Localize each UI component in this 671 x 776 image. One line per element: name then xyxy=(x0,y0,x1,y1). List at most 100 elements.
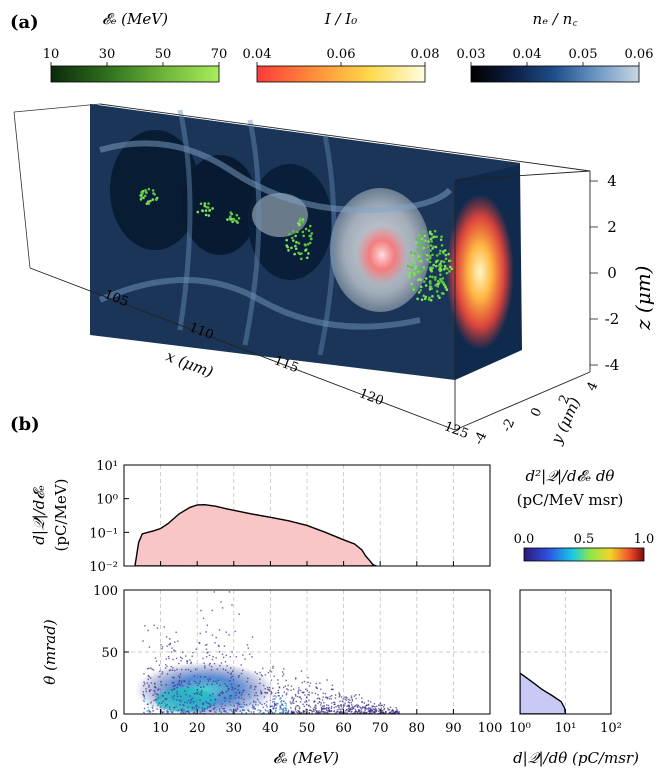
heatmap-point xyxy=(273,702,276,704)
electron-dot xyxy=(439,278,443,282)
heatmap-point xyxy=(270,710,273,713)
heatmap-point xyxy=(240,706,243,708)
heatmap-point xyxy=(169,708,171,711)
heatmap-point xyxy=(318,710,320,712)
angular-x-ticks: 10⁰ 10¹ 10² xyxy=(509,709,622,736)
electron-dot xyxy=(409,265,412,269)
heatmap-point xyxy=(180,695,182,698)
heatmap-point xyxy=(181,708,183,710)
electron-dot xyxy=(428,256,432,260)
heatmap-point xyxy=(148,667,150,669)
heatmap-point xyxy=(232,679,235,681)
z-axis-3d-label: z (μm) xyxy=(631,266,655,331)
heatmap-point xyxy=(230,672,233,674)
heatmap-grid xyxy=(124,590,490,714)
heatmap-point xyxy=(297,692,300,694)
heatmap-point xyxy=(204,665,206,667)
heatmap-point xyxy=(148,689,151,692)
heatmap-point xyxy=(143,681,145,683)
angular-xlabel: d|𝒬|/dθ (pC/msr) xyxy=(513,749,639,767)
heatmap-point xyxy=(333,707,336,709)
heatmap-point xyxy=(165,698,167,701)
heatmap-point xyxy=(152,704,154,707)
heatmap-point xyxy=(262,667,264,670)
heatmap-point xyxy=(314,692,317,695)
heatmap-point xyxy=(241,711,243,714)
heatmap-point xyxy=(270,679,273,681)
heatmap-point xyxy=(187,706,189,709)
heatmap-point xyxy=(297,705,299,707)
heatmap-point xyxy=(249,653,251,655)
electron-dot xyxy=(422,280,426,283)
heatmap-point xyxy=(388,711,391,714)
heatmap-point xyxy=(251,636,254,638)
heatmap-point xyxy=(211,634,214,636)
heatmap-point xyxy=(338,708,340,710)
heatmap-point xyxy=(221,703,223,705)
heatmap-point xyxy=(340,711,342,713)
heatmap-point xyxy=(290,712,293,714)
heatmap-point xyxy=(206,683,208,686)
heatmap-point xyxy=(177,683,179,686)
heatmap-point xyxy=(165,658,168,660)
heatmap-point xyxy=(195,704,198,707)
spectrum-y-tick-label: 10⁻¹ xyxy=(89,526,118,541)
heatmap-point xyxy=(283,707,285,709)
colorbar-tick-label: 30 xyxy=(99,47,116,62)
heatmap-point xyxy=(338,711,340,713)
heatmap-point xyxy=(285,707,288,710)
heatmap-point xyxy=(326,704,328,706)
heatmap-point xyxy=(253,700,255,702)
heatmap-point xyxy=(309,682,312,684)
heatmap-point xyxy=(178,695,180,697)
heatmap-point xyxy=(237,702,239,704)
heatmap-point xyxy=(285,694,288,696)
heatmap-point xyxy=(320,707,323,709)
heatmap-point xyxy=(339,708,342,711)
heatmap-point xyxy=(179,673,182,675)
heatmap-point xyxy=(259,678,261,680)
heatmap-point xyxy=(196,689,199,691)
heatmap-point xyxy=(166,712,168,714)
heatmap-point xyxy=(181,680,183,682)
heatmap-point xyxy=(178,680,180,683)
heatmap-point xyxy=(237,703,239,705)
electron-dot xyxy=(443,264,447,268)
heatmap-point xyxy=(224,700,226,702)
heatmap-point xyxy=(351,710,353,713)
heatmap-point xyxy=(224,669,227,671)
electron-dot xyxy=(430,269,433,273)
heatmap-point xyxy=(234,697,237,699)
heatmap-point xyxy=(328,698,331,700)
heatmap-point xyxy=(218,710,221,712)
heatmap-point xyxy=(282,712,284,714)
heatmap-point xyxy=(172,658,174,661)
heatmap-point xyxy=(294,678,297,680)
heatmap-point xyxy=(172,676,174,678)
heatmap-point xyxy=(300,670,303,672)
heatmap-point xyxy=(153,624,155,627)
electron-dot xyxy=(420,237,424,241)
heatmap-point xyxy=(245,704,248,706)
heatmap-point xyxy=(270,691,272,693)
heatmap-point xyxy=(338,696,341,698)
heatmap-point xyxy=(354,711,356,713)
heatmap-point xyxy=(175,657,178,660)
electron-dot xyxy=(211,207,214,210)
heatmap-point xyxy=(189,712,191,714)
heatmap-point xyxy=(232,711,234,713)
electron-dot xyxy=(285,238,288,242)
heatmap-point xyxy=(192,702,195,705)
colorbar-energy-title: 𝓔ₑ (MeV) xyxy=(102,10,168,28)
heatmap-point xyxy=(374,709,377,712)
heatmap-point xyxy=(347,710,349,713)
heatmap-point xyxy=(260,674,263,676)
heatmap-point xyxy=(190,670,192,672)
heatmap-point xyxy=(323,705,325,707)
heatmap-point xyxy=(208,710,211,712)
heatmap-point xyxy=(201,707,204,709)
heatmap-point xyxy=(364,708,366,710)
electron-dot xyxy=(304,243,307,247)
electron-dot xyxy=(435,260,438,263)
heatmap-point xyxy=(186,660,188,662)
